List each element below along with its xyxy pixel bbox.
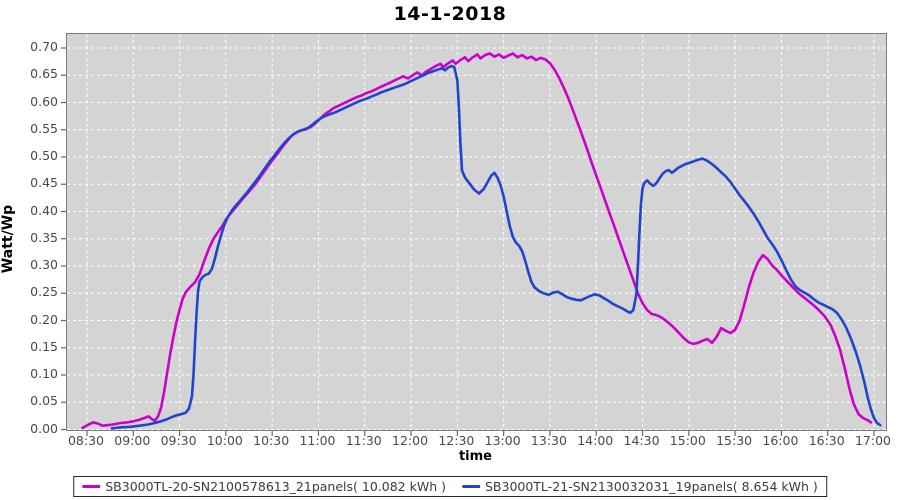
x-axis-title: time: [458, 449, 493, 464]
x-tick-label: 09:30: [160, 433, 197, 448]
y-tick-label: 0.20: [30, 311, 58, 327]
y-tick-label: 0.65: [30, 66, 58, 82]
y-tick-label: 0.35: [30, 229, 58, 245]
x-tick-label: 11:00: [299, 433, 336, 448]
x-tick-label: 12:00: [392, 433, 429, 448]
x-tick-label: 14:00: [577, 433, 614, 448]
y-tick-label: 0.55: [30, 120, 58, 136]
y-tick-label: 0.70: [30, 39, 58, 54]
y-tick-label: 0.60: [30, 93, 58, 109]
legend-label: SB3000TL-21-SN2130032031_19panels( 8.654…: [484, 479, 818, 494]
chart-legend: SB3000TL-20-SN2100578613_21panels( 10.08…: [73, 476, 827, 497]
x-tick-label: 15:00: [669, 433, 706, 448]
y-tick-label: 0.15: [30, 338, 58, 354]
legend-item-inverter-21: SB3000TL-21-SN2130032031_19panels( 8.654…: [461, 479, 818, 494]
y-tick-label: 0.10: [30, 366, 58, 381]
x-tick-label: 10:00: [206, 433, 243, 448]
x-tick-label: 09:00: [114, 433, 151, 448]
x-tick-label: 16:00: [762, 433, 799, 448]
x-tick-label: 16:30: [808, 433, 845, 448]
y-tick-label: 0.00: [30, 420, 58, 436]
x-tick-label: 15:30: [716, 433, 753, 448]
x-tick-label: 14:30: [623, 433, 660, 448]
x-tick-label: 17:00: [854, 433, 892, 448]
x-tick-label: 10:30: [253, 433, 290, 448]
series-a-line-swatch: [82, 485, 101, 488]
legend-label: SB3000TL-20-SN2100578613_21panels( 10.08…: [105, 479, 446, 494]
plot-canvas: [61, 34, 886, 436]
y-tick-label: 0.40: [30, 202, 58, 218]
x-tick-label: 11:30: [345, 433, 382, 448]
y-tick-label: 0.05: [30, 393, 58, 409]
series-line-1: [110, 64, 882, 430]
y-tick-label: 0.30: [30, 257, 58, 272]
y-tick-label: 0.45: [30, 175, 58, 191]
plot-area: [61, 33, 887, 436]
x-tick-label: 13:30: [530, 433, 567, 448]
series-b-line-swatch: [461, 485, 480, 488]
x-tick-label: 08:30: [67, 433, 105, 448]
series-line-0: [81, 52, 873, 430]
x-tick-label: 12:30: [438, 433, 475, 448]
legend-item-inverter-20: SB3000TL-20-SN2100578613_21panels( 10.08…: [82, 479, 446, 494]
y-tick-label: 0.50: [30, 148, 58, 163]
chart-title: 14-1-2018: [393, 3, 507, 25]
x-tick-label: 13:00: [484, 433, 521, 448]
y-tick-label: 0.25: [30, 284, 58, 300]
